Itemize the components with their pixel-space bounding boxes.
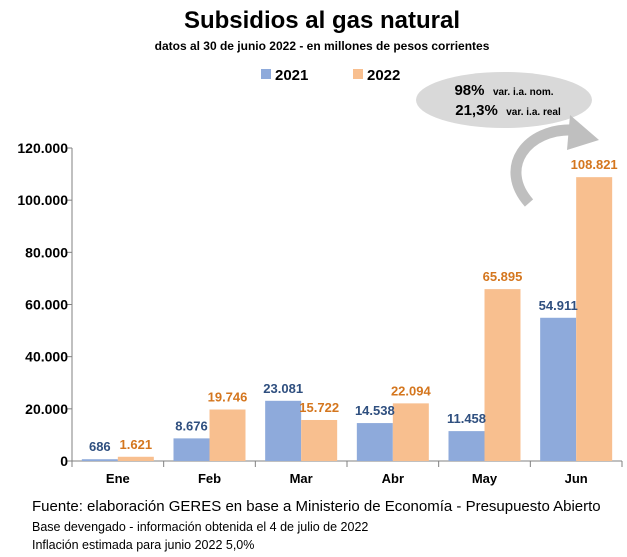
- data-label-2022-Ene: 1.621: [120, 437, 153, 452]
- annotation-real-value: 21,3%: [455, 102, 498, 119]
- bar-2021-Ene: [81, 459, 118, 461]
- y-tick-label: 100.000: [17, 192, 68, 208]
- annotation-bubble: [416, 72, 592, 128]
- bar-2021-Feb: [173, 438, 210, 461]
- x-tick-label: Mar: [290, 471, 313, 486]
- data-label-2021-Ene: 686: [89, 439, 111, 454]
- y-tick-label: 60.000: [25, 297, 68, 313]
- data-label-2022-Jun: 108.821: [571, 157, 618, 172]
- annotation-real-text: var. i.a. real: [506, 107, 561, 118]
- x-tick-label: Feb: [198, 471, 221, 486]
- legend-label-2021: 2021: [275, 67, 308, 84]
- bar-2021-May: [448, 431, 485, 461]
- y-tick-label: 20.000: [25, 401, 68, 417]
- x-tick-label: Jun: [565, 471, 588, 486]
- bar-2022-Abr: [392, 403, 429, 461]
- bar-2022-Mar: [301, 419, 338, 461]
- data-label-2021-Mar: 23.081: [263, 381, 303, 396]
- chart-subtitle: datos al 30 de junio 2022 - en millones …: [155, 39, 490, 53]
- legend-swatch-2022: [353, 69, 363, 79]
- annotation-line-real: 21,3% var. i.a. real: [455, 102, 561, 119]
- footer-note-basis: Base devengado - información obtenida el…: [32, 520, 369, 534]
- bar-2021-Jun: [540, 317, 577, 461]
- annotation-nominal-text: var. i.a. nom.: [493, 87, 554, 98]
- data-label-2021-May: 11.458: [447, 411, 486, 426]
- x-tick-label: Ene: [106, 471, 130, 486]
- data-labels: 686 8.676 23.081 14.538 11.458 54.911 1.621 19.…: [89, 157, 618, 454]
- y-tick-label: 0: [60, 453, 68, 469]
- bar-2022-May: [484, 289, 521, 461]
- data-label-2022-Mar: 15.722: [299, 400, 339, 415]
- data-label-2022-May: 65.895: [483, 269, 523, 284]
- legend-label-2022: 2022: [367, 67, 400, 84]
- data-label-2022-Feb: 19.746: [208, 389, 248, 404]
- footer-note-inflation: Inflación estimada para junio 2022 5,0%: [32, 538, 255, 552]
- bar-2022-Ene: [117, 456, 154, 461]
- bar-2022-Feb: [209, 409, 246, 461]
- data-label-2021-Feb: 8.676: [175, 418, 208, 433]
- x-tick-label: May: [472, 471, 498, 486]
- data-label-2021-Jun: 54.911: [539, 298, 578, 313]
- y-tick-label: 120.000: [17, 140, 68, 156]
- annotation-nominal-value: 98%: [454, 82, 484, 99]
- legend-swatch-2021: [261, 69, 271, 79]
- chart-title: Subsidios al gas natural: [184, 7, 460, 34]
- annotation-arrow-curve: [510, 124, 575, 207]
- x-tick-label: Abr: [382, 471, 404, 486]
- y-tick-label: 40.000: [25, 349, 68, 365]
- annotation-line-nominal: 98% var. i.a. nom.: [454, 82, 553, 99]
- footer-source: Fuente: elaboración GERES en base a Mini…: [32, 498, 601, 515]
- annotation-arrowhead: [567, 115, 599, 150]
- bar-2021-Mar: [265, 400, 302, 461]
- bar-2021-Abr: [356, 423, 393, 461]
- data-label-2022-Abr: 22.094: [391, 383, 432, 398]
- y-tick-label: 80.000: [25, 244, 68, 260]
- bar-2022-Jun: [576, 177, 613, 461]
- bars: [81, 177, 613, 461]
- axes: 0 20.000 40.000 60.000 80.000 100.000 120.000 E…: [17, 140, 623, 486]
- data-label-2021-Abr: 14.538: [355, 403, 395, 418]
